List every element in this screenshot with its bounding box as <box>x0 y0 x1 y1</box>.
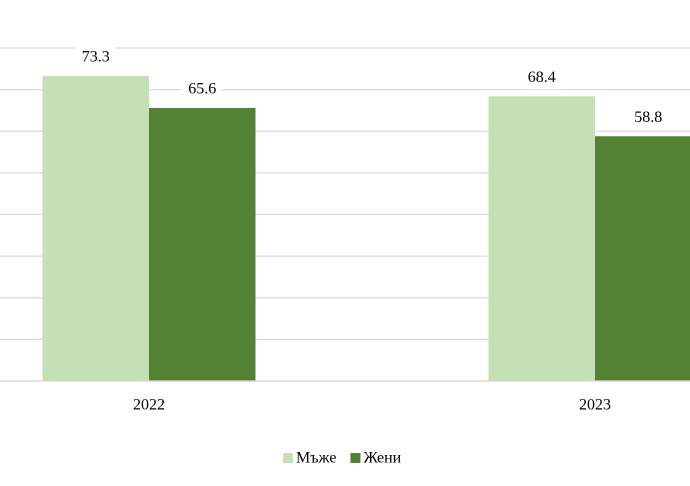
value-label: 58.8 <box>634 109 662 126</box>
value-label-bg <box>182 78 223 101</box>
legend-swatch <box>350 453 361 463</box>
value-label-bg <box>75 46 116 69</box>
legend-label: Мъже <box>296 450 336 467</box>
bar <box>595 136 690 381</box>
value-label-bg <box>628 107 669 130</box>
value-label: 65.6 <box>188 81 216 98</box>
x-tick-label: 2022 <box>133 397 165 414</box>
legend-swatch <box>283 453 293 463</box>
legend-label: Жени <box>363 450 401 467</box>
bar <box>149 107 256 381</box>
value-label: 73.3 <box>82 49 110 66</box>
bar <box>42 75 149 382</box>
x-tick-label: 2023 <box>579 397 611 414</box>
value-label: 68.4 <box>528 69 556 86</box>
value-label-bg <box>521 67 562 90</box>
bar <box>488 96 595 381</box>
